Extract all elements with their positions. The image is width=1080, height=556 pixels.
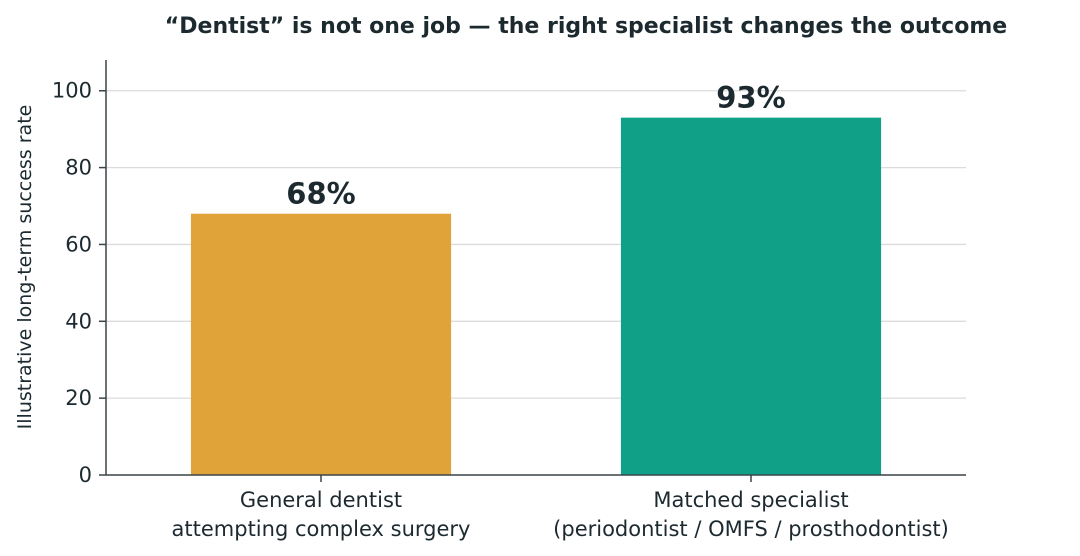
y-tick-label: 0 [79,463,92,487]
y-tick-label: 40 [65,309,92,333]
x-tick-label: (periodontist / OMFS / prosthodontist) [553,517,949,541]
data-labels: 68% 93% [286,81,785,211]
data-label: 68% [286,177,355,211]
x-tick-label: Matched specialist [653,488,848,512]
bar [620,117,882,475]
y-tick-label: 80 [65,156,92,180]
x-tick-label: attempting complex surgery [172,517,471,541]
x-tick-label: General dentist [240,488,402,512]
bar [190,213,452,475]
y-axis-label: Illustrative long-term success rate [14,105,36,430]
tick-labels: 0 20 40 60 80 100 [52,79,92,487]
chart-title: “Dentist” is not one job — the right spe… [165,14,1007,39]
axes [99,60,966,482]
data-label: 93% [716,81,785,115]
y-tick-label: 60 [65,232,92,256]
y-tick-label: 100 [52,79,92,103]
y-tick-label: 20 [65,386,92,410]
category-labels: General dentist attempting complex surger… [172,488,949,541]
bars [190,117,882,475]
